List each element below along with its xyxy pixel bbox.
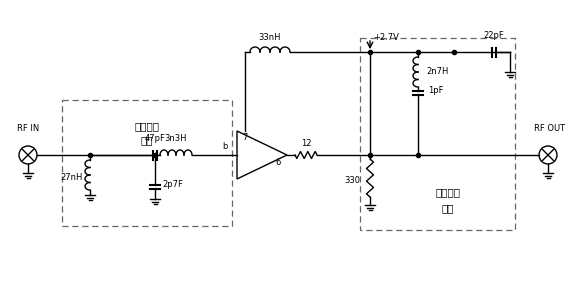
- Text: 330: 330: [344, 176, 360, 185]
- Bar: [360, 38, 515, 230]
- Text: 6: 6: [275, 158, 280, 167]
- Bar: [62, 100, 232, 226]
- Text: +2.7V: +2.7V: [373, 34, 399, 43]
- Text: RF OUT: RF OUT: [534, 124, 565, 133]
- Text: b: b: [223, 142, 228, 151]
- Text: 输入匹配: 输入匹配: [134, 121, 159, 131]
- Text: 2p7F: 2p7F: [163, 180, 183, 189]
- Text: 网络: 网络: [141, 135, 153, 145]
- Text: 12: 12: [301, 139, 311, 148]
- Text: 3n3H: 3n3H: [165, 134, 188, 143]
- Text: 33nH: 33nH: [258, 33, 281, 42]
- Text: 47pF: 47pF: [145, 134, 166, 143]
- Text: 2n7H: 2n7H: [427, 67, 449, 76]
- Text: 7: 7: [242, 133, 248, 142]
- Text: 1pF: 1pF: [428, 86, 444, 95]
- Text: 22pF: 22pF: [484, 31, 504, 40]
- Text: 27nH: 27nH: [61, 173, 83, 182]
- Text: 输出匹配: 输出匹配: [435, 187, 460, 197]
- Text: RF IN: RF IN: [17, 124, 39, 133]
- Text: 网络: 网络: [441, 203, 454, 213]
